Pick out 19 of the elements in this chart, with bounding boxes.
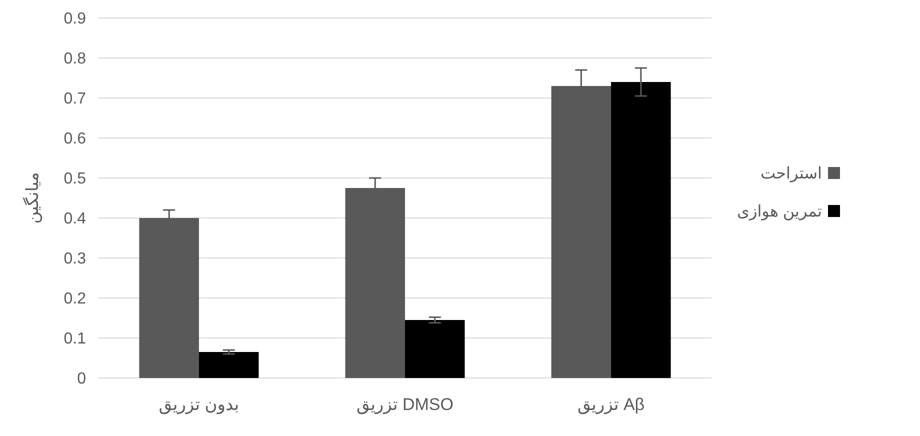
x-tick-label: بدون تزریق [158,395,240,415]
y-tick-label: 0.5 [64,170,86,188]
x-tick-label: تزریق Aβ [578,395,645,415]
x-tick-label: تزریق DMSO [356,395,454,415]
legend-label: تمرین هوازی [736,204,822,221]
bar [611,82,671,378]
y-tick-label: 0.7 [64,90,86,108]
y-tick-label: 0 [77,370,86,388]
y-tick-label: 0.2 [64,290,86,308]
legend-label: استراحت [760,166,822,183]
y-tick-label: 0.8 [64,50,86,68]
y-tick-label: 0.6 [64,130,86,148]
y-tick-label: 0.1 [64,330,86,348]
y-tick-label: 0.4 [64,210,86,228]
y-axis-title: میانگین [22,172,43,224]
y-tick-label: 0.9 [64,10,86,28]
bar [198,352,259,378]
y-tick-label: 0.3 [64,250,86,268]
bar [405,320,465,378]
